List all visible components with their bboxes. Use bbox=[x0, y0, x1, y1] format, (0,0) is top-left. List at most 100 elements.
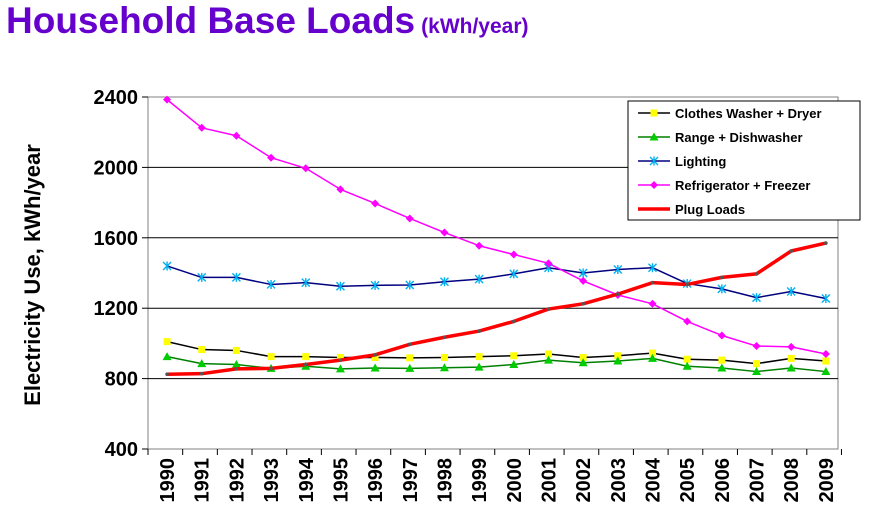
data-point-range-dishwasher bbox=[752, 367, 762, 376]
data-point-lighting bbox=[786, 286, 796, 296]
data-point-refrigerator-freezer bbox=[336, 185, 345, 194]
data-point-clothes-washer-dryer bbox=[683, 355, 691, 363]
data-point-clothes-washer-dryer bbox=[302, 353, 310, 361]
data-point-clothes-washer-dryer bbox=[787, 354, 795, 362]
data-point-range-dishwasher bbox=[162, 352, 172, 361]
data-point-refrigerator-freezer bbox=[440, 228, 449, 237]
data-point-lighting bbox=[578, 268, 588, 278]
data-point-clothes-washer-dryer bbox=[614, 352, 622, 360]
data-point-plug-loads bbox=[165, 372, 169, 377]
y-tick-label: 2400 bbox=[94, 87, 139, 109]
data-point-range-dishwasher bbox=[717, 363, 727, 372]
data-point-plug-loads bbox=[303, 362, 308, 367]
legend-marker-lighting bbox=[649, 156, 659, 166]
data-point-clothes-washer-dryer bbox=[544, 350, 552, 358]
data-point-plug-loads bbox=[407, 342, 412, 347]
data-point-clothes-washer-dryer bbox=[718, 356, 726, 364]
data-point-clothes-washer-dryer bbox=[753, 360, 761, 368]
data-point-lighting bbox=[752, 293, 762, 303]
x-tick-label: 2009 bbox=[816, 458, 838, 503]
x-tick-label: 2000 bbox=[504, 458, 526, 503]
data-point-lighting bbox=[266, 279, 276, 289]
data-point-clothes-washer-dryer bbox=[371, 353, 379, 361]
data-point-clothes-washer-dryer bbox=[579, 353, 587, 361]
data-point-plug-loads bbox=[581, 302, 585, 306]
chart-title: Household Base Loads (kWh/year) bbox=[6, 0, 529, 42]
legend-marker-refrigerator-freezer bbox=[650, 181, 658, 189]
data-point-range-dishwasher bbox=[439, 363, 449, 372]
data-point-plug-loads bbox=[789, 249, 793, 253]
data-point-refrigerator-freezer bbox=[509, 250, 518, 259]
data-point-clothes-washer-dryer bbox=[475, 353, 483, 361]
series-line-refrigerator-freezer bbox=[166, 99, 827, 355]
legend-label-lighting: Lighting bbox=[675, 154, 726, 169]
x-tick-label: 1999 bbox=[469, 458, 491, 503]
data-point-lighting bbox=[231, 272, 241, 282]
data-point-plug-loads bbox=[373, 353, 377, 357]
data-point-lighting bbox=[370, 280, 380, 290]
x-tick-label: 1992 bbox=[226, 458, 248, 503]
data-point-lighting bbox=[162, 261, 172, 271]
data-point-range-dishwasher bbox=[821, 367, 831, 376]
data-point-plug-loads bbox=[685, 282, 689, 287]
y-axis-label: Electricity Use, kWh/year bbox=[20, 144, 45, 406]
data-point-refrigerator-freezer bbox=[232, 131, 241, 140]
data-point-refrigerator-freezer bbox=[475, 241, 484, 250]
data-point-lighting bbox=[717, 284, 727, 294]
data-point-range-dishwasher bbox=[578, 358, 588, 367]
data-point-refrigerator-freezer bbox=[267, 153, 276, 162]
data-point-plug-loads bbox=[512, 319, 516, 324]
data-point-clothes-washer-dryer bbox=[822, 357, 830, 365]
data-point-refrigerator-freezer bbox=[821, 349, 830, 358]
x-tick-label: 1995 bbox=[330, 458, 352, 503]
data-point-plug-loads bbox=[234, 367, 239, 371]
x-tick-label: 2005 bbox=[677, 458, 699, 503]
data-point-lighting bbox=[301, 278, 311, 288]
data-point-plug-loads bbox=[650, 280, 655, 285]
legend-label-plug-loads: Plug Loads bbox=[675, 202, 745, 217]
data-point-clothes-washer-dryer bbox=[198, 346, 206, 354]
data-point-clothes-washer-dryer bbox=[336, 353, 344, 361]
data-point-refrigerator-freezer bbox=[301, 164, 310, 173]
data-point-refrigerator-freezer bbox=[197, 123, 206, 132]
data-point-lighting bbox=[821, 294, 831, 304]
legend-label-refrigerator-freezer: Refrigerator + Freezer bbox=[675, 178, 810, 193]
x-tick-label: 2001 bbox=[538, 458, 560, 503]
x-tick-label: 2008 bbox=[781, 458, 803, 503]
data-point-plug-loads bbox=[754, 272, 759, 276]
x-tick-label: 2002 bbox=[573, 458, 595, 503]
data-point-plug-loads bbox=[269, 366, 273, 371]
series-line-clothes-washer-dryer bbox=[166, 340, 826, 365]
series-line-lighting bbox=[166, 265, 827, 300]
x-tick-label: 1998 bbox=[434, 458, 456, 503]
chart-title-main: Household Base Loads bbox=[6, 0, 416, 41]
series-line-plug-loads bbox=[167, 241, 827, 376]
x-tick-label: 1990 bbox=[157, 458, 179, 503]
y-tick-label: 800 bbox=[105, 369, 138, 391]
x-tick-label: 2006 bbox=[712, 458, 734, 503]
x-tick-label: 2004 bbox=[642, 457, 664, 502]
data-point-plug-loads bbox=[338, 358, 343, 362]
x-tick-label: 1994 bbox=[296, 457, 318, 502]
data-point-refrigerator-freezer bbox=[787, 342, 796, 351]
data-point-refrigerator-freezer bbox=[371, 199, 380, 208]
data-point-range-dishwasher bbox=[231, 360, 241, 369]
legend-label-clothes-washer-dryer: Clothes Washer + Dryer bbox=[675, 106, 822, 121]
data-point-refrigerator-freezer bbox=[544, 259, 553, 268]
data-point-range-dishwasher bbox=[786, 363, 796, 372]
legend-marker-clothes-washer-dryer bbox=[650, 109, 658, 117]
data-point-refrigerator-freezer bbox=[717, 331, 726, 340]
data-point-refrigerator-freezer bbox=[752, 342, 761, 351]
data-point-clothes-washer-dryer bbox=[440, 353, 448, 361]
data-point-range-dishwasher bbox=[509, 360, 519, 369]
data-point-clothes-washer-dryer bbox=[267, 353, 275, 361]
data-point-plug-loads bbox=[546, 307, 551, 311]
y-tick-label: 1600 bbox=[94, 228, 139, 250]
y-tick-label: 2000 bbox=[94, 157, 139, 179]
data-point-clothes-washer-dryer bbox=[648, 349, 656, 357]
x-tick-label: 1997 bbox=[400, 458, 422, 503]
data-point-range-dishwasher bbox=[405, 363, 415, 372]
chart-title-units: (kWh/year) bbox=[421, 15, 529, 38]
data-point-plug-loads bbox=[477, 329, 481, 333]
